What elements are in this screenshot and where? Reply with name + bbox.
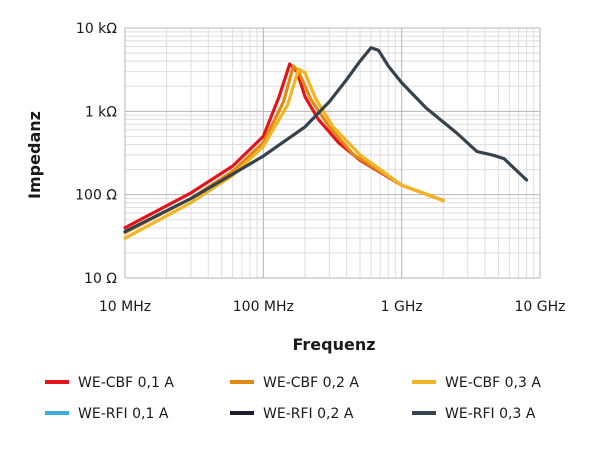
x-tick-labels: 10 MHz 100 MHz 1 GHz 10 GHz <box>99 299 566 315</box>
legend-label: WE-CBF 0,3 A <box>445 375 541 391</box>
y-tick-label: 10 kΩ <box>76 21 117 37</box>
legend-item: WE-RFI 0,3 A <box>412 406 536 422</box>
series-line-2 <box>123 64 445 235</box>
legend-label: WE-RFI 0,3 A <box>445 406 536 422</box>
legend: WE-CBF 0,1 A WE-CBF 0,2 A WE-CBF 0,3 A WE-R… <box>45 375 541 422</box>
legend-label: WE-CBF 0,1 A <box>78 375 174 391</box>
x-axis-title: Frequenz <box>292 335 375 354</box>
minor-gridlines <box>125 28 540 278</box>
x-tick-label: 1 GHz <box>381 299 423 315</box>
y-axis-title: Impedanz <box>25 111 44 199</box>
legend-label: WE-CBF 0,2 A <box>263 375 359 391</box>
legend-label: WE-RFI 0,2 A <box>263 406 354 422</box>
y-tick-label: 1 kΩ <box>85 104 117 120</box>
series-lines <box>123 46 529 240</box>
series-line-3 <box>123 67 445 240</box>
major-gridlines <box>124 27 541 279</box>
x-tick-label: 10 GHz <box>515 299 566 315</box>
y-tick-labels: 10 Ω 100 Ω 1 kΩ 10 kΩ <box>75 21 117 287</box>
legend-item: WE-RFI 0,1 A <box>45 406 169 422</box>
legend-item: WE-CBF 0,3 A <box>412 375 541 391</box>
x-tick-label: 10 MHz <box>99 299 151 315</box>
x-tick-label: 100 MHz <box>233 299 294 315</box>
y-tick-label: 10 Ω <box>84 271 117 287</box>
legend-item: WE-CBF 0,2 A <box>230 375 359 391</box>
legend-item: WE-RFI 0,2 A <box>230 406 354 422</box>
legend-label: WE-RFI 0,1 A <box>78 406 169 422</box>
y-tick-label: 100 Ω <box>75 188 117 204</box>
series-line-6 <box>123 46 529 234</box>
legend-item: WE-CBF 0,1 A <box>45 375 174 391</box>
